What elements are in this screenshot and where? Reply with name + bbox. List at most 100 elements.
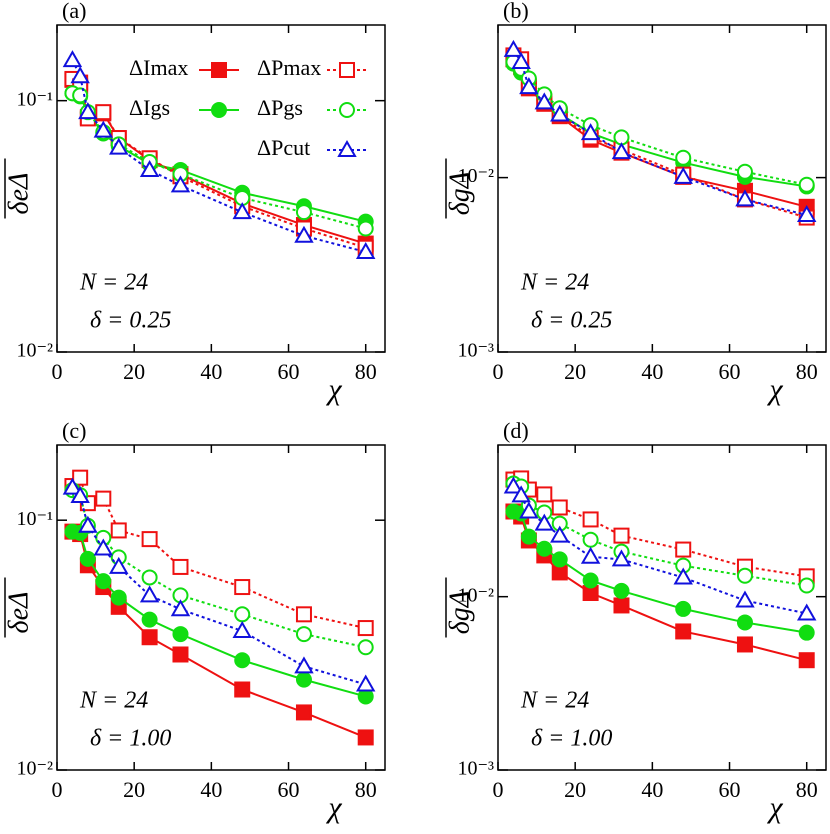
marker-circle bbox=[295, 204, 312, 221]
marker-triangle bbox=[550, 104, 570, 122]
plot-frame bbox=[56, 24, 386, 353]
marker-square bbox=[551, 564, 568, 581]
series-line bbox=[72, 530, 367, 739]
marker-triangle bbox=[511, 485, 531, 503]
marker-circle bbox=[798, 624, 815, 641]
marker-square bbox=[551, 499, 568, 516]
marker-circle bbox=[357, 688, 374, 705]
y-tick-label: 10⁻³ bbox=[457, 340, 494, 362]
marker-square bbox=[613, 527, 630, 544]
marker-triangle bbox=[355, 674, 376, 692]
y-tick-label: 10⁻² bbox=[16, 758, 53, 780]
marker-square bbox=[339, 62, 355, 78]
x-tick-label: 80 bbox=[355, 359, 377, 384]
marker-circle bbox=[79, 550, 96, 567]
marker-circle bbox=[110, 589, 127, 606]
marker-triangle bbox=[170, 175, 191, 193]
marker-triangle bbox=[294, 656, 314, 674]
marker-circle bbox=[675, 600, 692, 617]
marker-triangle bbox=[337, 139, 357, 157]
x-tick-label: 0 bbox=[52, 777, 63, 802]
annotation: δ = 1.00 bbox=[531, 726, 612, 752]
x-tick-label: 40 bbox=[200, 777, 222, 802]
marker-square bbox=[357, 729, 374, 746]
x-tick-label: 60 bbox=[719, 359, 741, 384]
marker-square bbox=[675, 623, 692, 640]
marker-square bbox=[675, 541, 692, 558]
marker-circle bbox=[736, 614, 753, 631]
series-line bbox=[513, 510, 807, 634]
y-tick-label: 10⁻¹ bbox=[16, 88, 53, 110]
marker-circle bbox=[582, 572, 599, 589]
x-axis-label: χ bbox=[325, 373, 342, 406]
marker-circle bbox=[736, 567, 753, 584]
x-tick-label: 0 bbox=[493, 359, 504, 384]
y-axis-label: δeΔ bbox=[3, 173, 34, 215]
marker-circle bbox=[613, 582, 630, 599]
marker-triangle bbox=[109, 556, 129, 574]
series-line bbox=[71, 59, 366, 253]
marker-circle bbox=[234, 606, 251, 623]
legend-label: ΔIgs bbox=[129, 95, 170, 120]
x-tick-label: 0 bbox=[52, 359, 63, 384]
series-line bbox=[72, 530, 366, 698]
marker-square bbox=[295, 704, 312, 721]
legend-label: ΔPmax bbox=[257, 55, 321, 80]
marker-triangle bbox=[611, 142, 632, 160]
x-tick-label: 40 bbox=[641, 777, 663, 802]
x-tick-label: 40 bbox=[200, 359, 222, 384]
series-line bbox=[512, 510, 807, 662]
marker-triangle bbox=[673, 567, 693, 585]
x-tick-label: 80 bbox=[796, 359, 818, 384]
marker-triangle bbox=[511, 52, 531, 70]
marker-square bbox=[536, 486, 553, 503]
marker-triangle bbox=[93, 120, 114, 138]
y-axis-label: δgΔ bbox=[444, 591, 475, 634]
marker-square bbox=[72, 469, 89, 486]
marker-square bbox=[95, 104, 112, 121]
x-axis-label: χ bbox=[766, 373, 783, 406]
x-tick-label: 20 bbox=[123, 777, 145, 802]
marker-triangle bbox=[534, 92, 555, 110]
series-line bbox=[512, 58, 807, 208]
x-tick-label: 60 bbox=[278, 359, 300, 384]
marker-circle bbox=[551, 551, 568, 568]
marker-triangle bbox=[139, 585, 160, 603]
marker-triangle bbox=[232, 621, 252, 639]
marker-circle bbox=[141, 611, 158, 628]
marker-square bbox=[211, 62, 227, 78]
marker-triangle bbox=[93, 538, 114, 556]
x-tick-label: 40 bbox=[641, 359, 663, 384]
series-line bbox=[512, 54, 807, 219]
marker-circle bbox=[72, 87, 89, 104]
marker-square bbox=[110, 522, 127, 539]
marker-circle bbox=[295, 626, 312, 643]
y-axis-label: δeΔ bbox=[3, 592, 34, 634]
marker-square bbox=[798, 652, 815, 669]
annotation: N = 24 bbox=[79, 270, 148, 296]
marker-square bbox=[613, 597, 630, 614]
legend-label: ΔImax bbox=[129, 55, 188, 80]
panel-label: (c) bbox=[62, 418, 86, 443]
x-tick-label: 80 bbox=[355, 777, 377, 802]
x-tick-label: 60 bbox=[278, 777, 300, 802]
marker-square bbox=[95, 490, 112, 507]
marker-circle bbox=[339, 102, 355, 118]
annotation: N = 24 bbox=[520, 270, 589, 296]
marker-triangle bbox=[62, 50, 83, 68]
marker-square bbox=[172, 558, 189, 575]
x-tick-label: 20 bbox=[123, 359, 145, 384]
y-tick-label: 10⁻¹ bbox=[16, 508, 53, 530]
x-tick-label: 20 bbox=[564, 359, 586, 384]
marker-triangle bbox=[611, 549, 632, 567]
plot-frame bbox=[497, 24, 827, 353]
marker-triangle bbox=[62, 477, 83, 495]
marker-triangle bbox=[170, 599, 191, 617]
marker-circle bbox=[675, 149, 692, 166]
marker-circle bbox=[172, 626, 189, 643]
marker-triangle bbox=[232, 202, 252, 220]
marker-circle bbox=[520, 528, 537, 545]
marker-square bbox=[295, 606, 312, 623]
